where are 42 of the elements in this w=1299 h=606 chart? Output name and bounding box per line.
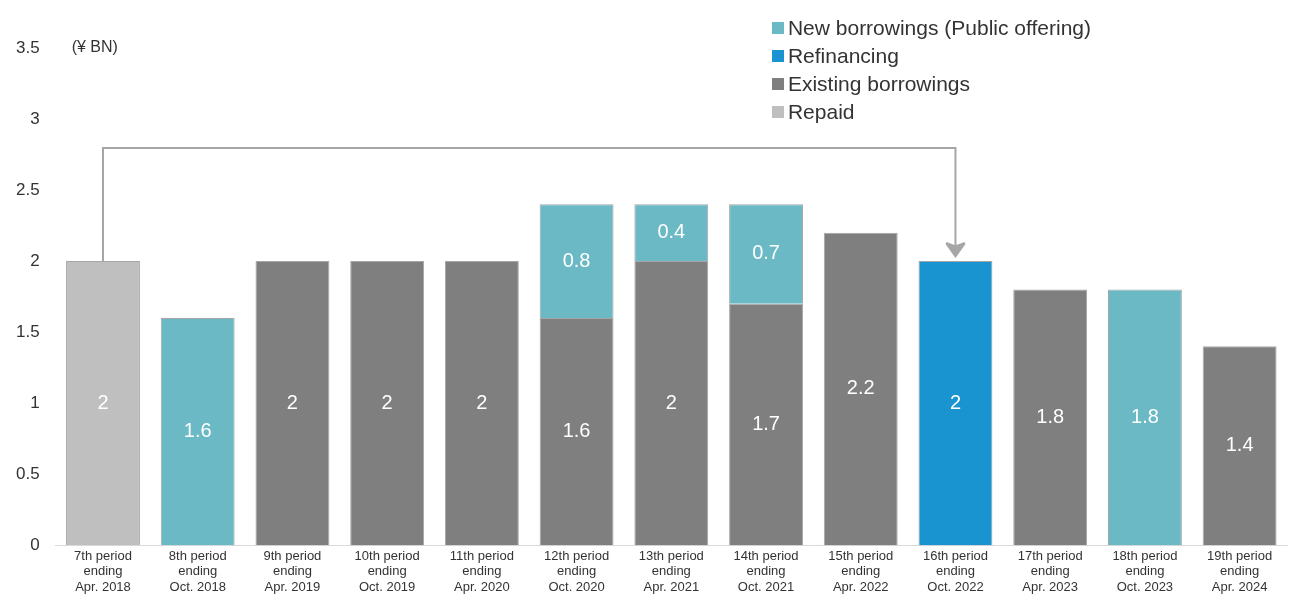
y-tick-label: 3.5 xyxy=(15,37,40,57)
x-tick-label: 7th period ending Apr. 2018 xyxy=(74,547,132,594)
y-tick-label: 0 xyxy=(30,534,40,554)
data-label: 1.6 xyxy=(183,419,212,442)
x-tick-label: 10th period ending Oct. 2019 xyxy=(354,547,420,594)
data-label: 2 xyxy=(97,390,109,413)
data-label: 2 xyxy=(665,390,677,413)
data-label: 0.8 xyxy=(562,248,591,271)
data-label: 1.8 xyxy=(1131,404,1159,427)
data-label: 1.4 xyxy=(1225,433,1254,456)
x-tick-label: 8th period ending Oct. 2018 xyxy=(168,547,227,594)
data-label: 1.6 xyxy=(562,419,591,442)
legend-label: Existing borrowings xyxy=(787,72,971,96)
legend-label: Repaid xyxy=(787,100,855,124)
y-tick-label: 1 xyxy=(30,392,40,412)
y-axis-title: (¥ BN) xyxy=(71,38,118,56)
data-label: 1.8 xyxy=(1036,404,1065,427)
data-label: 1.7 xyxy=(752,411,780,434)
y-tick-label: 3 xyxy=(30,108,40,128)
y-tick-label: 0.5 xyxy=(15,463,40,483)
data-label: 2 xyxy=(381,390,393,413)
x-tick-label: 12th period ending Oct. 2020 xyxy=(544,547,610,594)
x-tick-label: 13th period ending Apr. 2021 xyxy=(638,547,704,594)
data-label: 0.7 xyxy=(752,241,780,264)
x-tick-label: 15th period ending Apr. 2022 xyxy=(828,547,894,594)
x-tick-label: 17th period ending Apr. 2023 xyxy=(1017,547,1083,594)
x-tick-label: 18th period ending Oct. 2023 xyxy=(1112,547,1178,594)
legend-label: Refinancing xyxy=(787,44,899,68)
y-tick-label: 2 xyxy=(30,250,40,270)
legend-label: New borrowings (Public offering) xyxy=(787,16,1091,40)
data-label: 0.4 xyxy=(657,220,686,243)
x-tick-label: 11th period ending Apr. 2020 xyxy=(449,547,514,594)
data-label: 2 xyxy=(286,390,298,413)
x-tick-label: 16th period ending Oct. 2022 xyxy=(922,547,989,594)
x-tick-label: 14th period ending Oct. 2021 xyxy=(733,547,799,594)
y-tick-label: 1.5 xyxy=(15,321,40,341)
x-tick-label: 19th period ending Apr. 2024 xyxy=(1207,547,1273,594)
data-label: 2.2 xyxy=(846,376,875,399)
x-tick-label: 9th period ending Apr. 2019 xyxy=(263,547,322,594)
y-tick-label: 2.5 xyxy=(15,179,40,199)
data-label: 2 xyxy=(949,390,962,413)
data-label: 2 xyxy=(476,390,488,413)
